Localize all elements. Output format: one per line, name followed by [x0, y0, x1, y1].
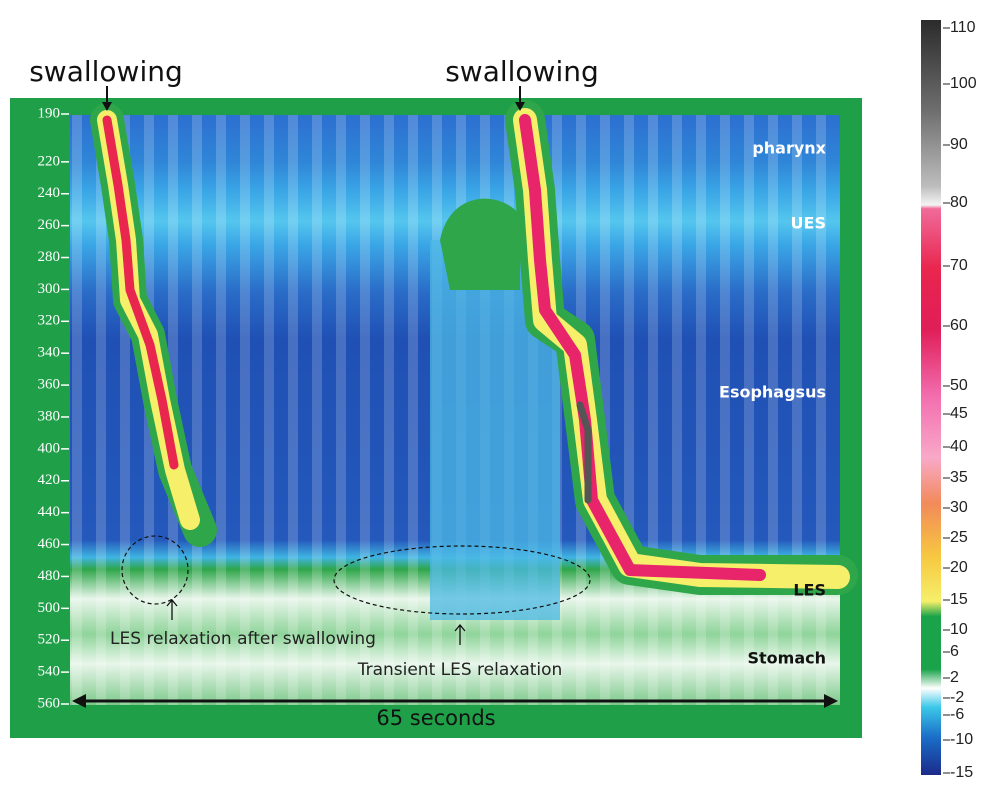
y-tick-label: 220	[38, 153, 61, 169]
annotation: LES relaxation after swallowing	[110, 629, 376, 649]
annotation: pharynx	[752, 139, 826, 158]
y-tick-label: 340	[38, 345, 61, 361]
colorbar-tick-label: 70	[950, 257, 968, 274]
colorbar-tick-label: -15	[950, 764, 973, 781]
colorbar-tick-label: -10	[950, 731, 973, 748]
annotation: LES	[793, 581, 826, 600]
y-tick-label: 360	[38, 377, 61, 393]
colorbar-tick-label: 35	[950, 469, 968, 486]
y-tick-label: 540	[38, 664, 61, 680]
colorbar-tick-label: -2	[950, 689, 964, 706]
y-tick-label: 420	[38, 472, 61, 488]
annotation: swallowing	[445, 55, 599, 88]
colorbar	[921, 20, 941, 775]
colorbar-tick-label: 110	[950, 19, 976, 36]
y-tick-label: 380	[38, 408, 61, 424]
y-tick-label: 560	[38, 695, 61, 711]
y-tick-label: 260	[38, 217, 61, 233]
figure: 1902202402602803003203403603804004204404…	[0, 0, 991, 789]
y-tick-label: 400	[38, 440, 61, 456]
colorbar-tick-label: 40	[950, 438, 968, 455]
y-tick-label: 280	[38, 249, 61, 265]
y-tick-label: 240	[38, 185, 61, 201]
colorbar-tick-label: 10	[950, 621, 968, 638]
colorbar-tick-label: 50	[950, 377, 968, 394]
colorbar-tick-label: 25	[950, 529, 968, 546]
x-axis-label: 65 seconds	[376, 706, 495, 730]
colorbar-tick-label: 2	[950, 669, 959, 686]
annotation: Esophagsus	[719, 383, 826, 402]
colorbar-tick-label: 20	[950, 559, 968, 576]
annotation: swallowing	[29, 55, 183, 88]
annotation: Transient LES relaxation	[357, 660, 563, 680]
y-tick-label: 440	[38, 504, 61, 520]
y-tick-label: 500	[38, 600, 61, 616]
annotation: Stomach	[747, 649, 826, 668]
y-tick-label: 520	[38, 632, 61, 648]
annotation: UES	[791, 214, 826, 233]
y-tick-label: 190	[38, 105, 61, 121]
y-tick-label: 480	[38, 568, 61, 584]
colorbar-tick-label: 15	[950, 591, 968, 608]
y-tick-label: 460	[38, 536, 61, 552]
y-tick-label: 300	[38, 281, 61, 297]
colorbar-tick-label: 90	[950, 136, 968, 153]
colorbar-tick-label: -6	[950, 706, 964, 723]
colorbar-tick-label: 30	[950, 499, 968, 516]
colorbar-tick-label: 80	[950, 194, 968, 211]
colorbar-tick-label: 6	[950, 643, 959, 660]
colorbar-tick-label: 100	[950, 75, 977, 92]
y-tick-label: 320	[38, 313, 61, 329]
colorbar-tick-label: 60	[950, 317, 968, 334]
colorbar-tick-label: 45	[950, 405, 968, 422]
